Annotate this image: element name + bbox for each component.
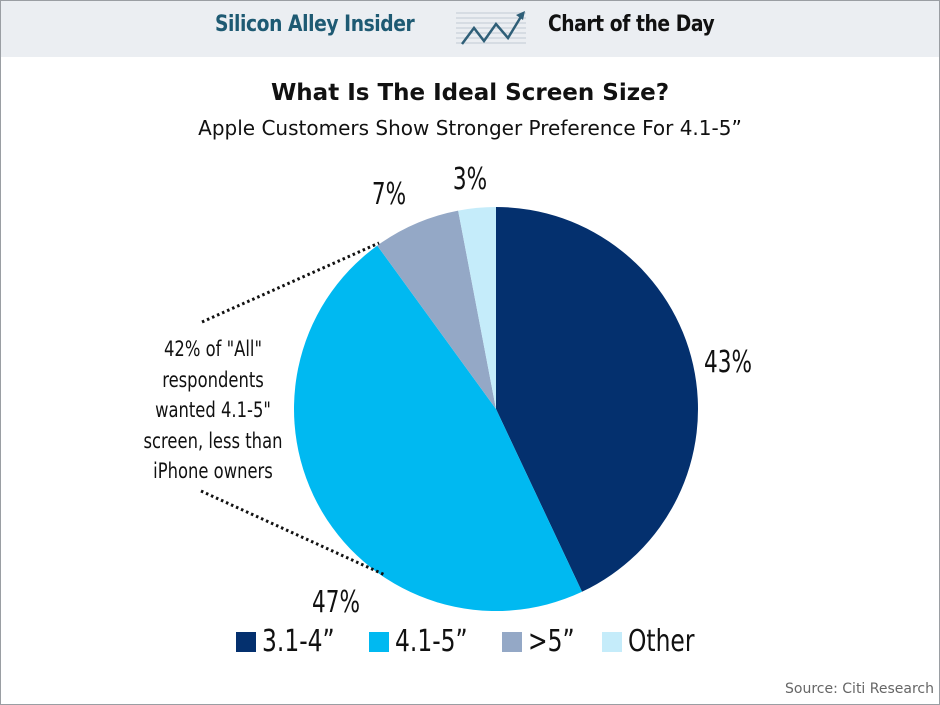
legend-label: 3.1-4” (262, 624, 335, 659)
legend-item-3-1-4: 3.1-4” (236, 624, 355, 659)
slice-value-label: 7% (372, 177, 406, 211)
legend-label: >5” (528, 624, 575, 659)
annotation-line: respondents (162, 367, 264, 392)
annotation-leader-top (201, 241, 380, 324)
chart-title: What Is The Ideal Screen Size? (270, 80, 670, 106)
annotation-line: wanted 4.1-5" (155, 398, 271, 422)
trend-chart-icon (456, 11, 526, 45)
annotation-line: iPhone owners (153, 459, 273, 483)
legend: 3.1-4” 4.1-5” >5” Other (236, 624, 727, 659)
legend-swatch (602, 631, 623, 652)
annotation-line: screen, less than (143, 428, 283, 453)
chart-subtitle: Apple Customers Show Stronger Preference… (198, 116, 742, 140)
pie-slice (458, 207, 496, 409)
legend-item-4-1-5: 4.1-5” (369, 624, 488, 659)
legend-item-over-5: >5” (502, 624, 588, 659)
legend-swatch (369, 631, 390, 652)
source-note: Source: Citi Research (785, 681, 934, 697)
annotation-leader-bottom (200, 489, 386, 577)
annotation: 42% of "All" respondents wanted 4.1-5" s… (139, 334, 287, 487)
brand-name: Silicon Alley Insider (215, 12, 415, 37)
slice-value-label: 3% (453, 162, 487, 196)
pie-slice (293, 245, 583, 612)
annotation-line: 42% of "All" (164, 337, 262, 361)
legend-swatch (502, 631, 523, 652)
pie-slice (496, 207, 698, 592)
slice-value-label: 47% (312, 585, 360, 619)
legend-label: 4.1-5” (395, 624, 468, 659)
legend-item-other: Other (602, 624, 713, 659)
pie-slice (377, 210, 496, 409)
banner (1, 1, 939, 57)
legend-swatch (236, 631, 256, 652)
slice-value-label: 43% (704, 345, 752, 379)
legend-label: Other (628, 624, 695, 659)
chart-of-the-day-label: Chart of the Day (548, 12, 715, 37)
